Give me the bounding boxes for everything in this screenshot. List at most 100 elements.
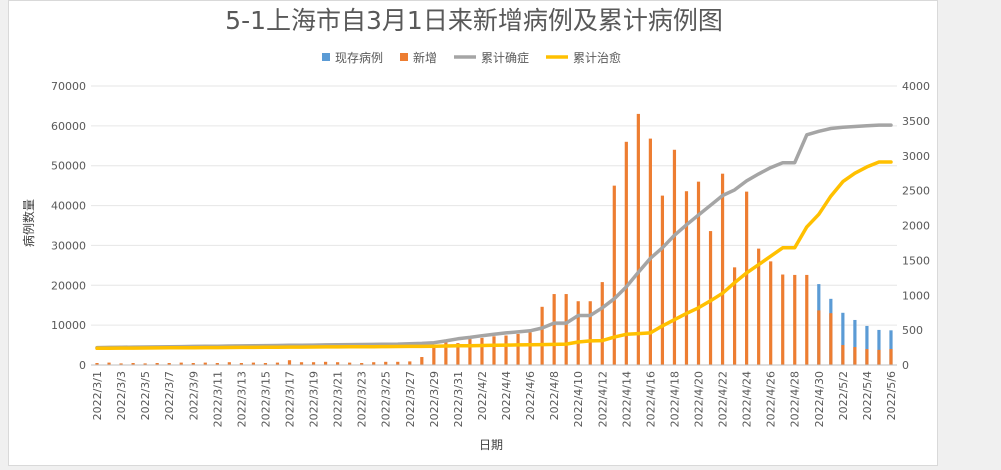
x-tick-label: 2022/3/13 <box>235 371 248 427</box>
x-tick-label: 2022/3/27 <box>404 371 417 427</box>
x-tick-label: 2022/3/9 <box>187 371 200 420</box>
bar-new <box>564 294 568 365</box>
legend-item: 累计确症 <box>454 50 529 65</box>
x-tick-label: 2022/3/7 <box>163 371 176 420</box>
legend-swatch <box>322 53 330 61</box>
y-tick-label: 70000 <box>51 80 86 93</box>
bar-new <box>348 362 352 365</box>
x-tick-label: 2022/3/25 <box>380 371 393 427</box>
bar-new <box>817 310 821 365</box>
bar-new <box>624 141 628 365</box>
bar-new <box>396 361 400 365</box>
x-tick-label: 2022/5/4 <box>861 371 874 420</box>
chart-frame: 5-1上海市自3月1日来新增病例及累计病例图 现存病例 新增 累计确症 累计治愈 0 1… <box>8 0 938 466</box>
x-tick-label: 2022/4/2 <box>476 371 489 420</box>
x-tick-label: 2022/3/19 <box>308 371 321 427</box>
bar-new <box>889 349 893 365</box>
x-tick-label: 2022/4/24 <box>741 371 754 427</box>
y2-tick-label: 0 <box>902 359 909 372</box>
y2-tick-label: 2000 <box>902 220 930 233</box>
bar-new <box>504 335 508 365</box>
bar-new <box>745 191 749 365</box>
bar-new <box>107 362 111 365</box>
bar-new <box>853 347 857 365</box>
bar-new <box>805 274 809 365</box>
x-tick-label: 2022/3/29 <box>428 371 441 427</box>
x-tick-label: 2022/3/5 <box>139 371 152 420</box>
bar-new <box>684 191 689 365</box>
bar-new <box>769 261 773 365</box>
bar-new <box>636 113 640 366</box>
bar-new <box>119 363 123 365</box>
x-tick-label: 2022/4/26 <box>765 371 778 427</box>
bar-new <box>239 363 243 365</box>
x-tick-label: 2022/3/1 <box>91 371 104 420</box>
bar-new <box>672 149 677 365</box>
y2-tick-label: 2500 <box>902 185 930 198</box>
legend-item: 现存病例 <box>322 50 383 65</box>
bar-new <box>372 362 376 365</box>
bar-new <box>323 361 328 365</box>
x-tick-label: 2022/4/20 <box>693 371 706 427</box>
bar-existing <box>889 330 893 365</box>
y-tick-label: 30000 <box>51 239 86 252</box>
bar-new <box>191 363 195 365</box>
bar-new <box>865 349 869 365</box>
x-tick-label: 2022/4/16 <box>644 371 657 427</box>
x-tick-label: 2022/3/15 <box>259 371 272 427</box>
legend-item: 累计治愈 <box>546 50 621 65</box>
bar-new <box>612 185 616 365</box>
y2-tick-label: 1000 <box>902 289 930 302</box>
bar-new <box>732 267 737 365</box>
bar-new <box>793 274 797 365</box>
bar-new <box>516 333 520 365</box>
bar-new <box>576 301 580 365</box>
bar-new <box>275 362 280 365</box>
bars <box>95 113 893 366</box>
bar-existing <box>865 325 869 365</box>
bar-new <box>456 343 460 365</box>
bar-new <box>696 181 701 365</box>
y2-tick-label: 4000 <box>902 80 930 93</box>
bar-new <box>829 313 833 365</box>
y-tick-label: 10000 <box>51 319 86 332</box>
bar-new <box>552 294 556 365</box>
legend-item: 新增 <box>400 50 437 65</box>
bar-new <box>131 363 135 365</box>
y2-tick-label: 1500 <box>902 254 930 267</box>
x-tick-label: 2022/3/21 <box>332 371 345 427</box>
bar-new <box>444 341 448 365</box>
bar-new <box>480 337 484 365</box>
bar-existing <box>853 319 857 365</box>
x-tick-label: 2022/4/4 <box>500 371 513 420</box>
x-tick-label: 2022/4/18 <box>668 371 681 427</box>
x-tick-label: 2022/4/28 <box>789 371 802 427</box>
legend-swatch <box>400 53 408 61</box>
legend-label: 累计治愈 <box>573 50 621 65</box>
bar-new <box>600 282 604 365</box>
bar-existing <box>841 312 845 365</box>
x-tick-label: 2022/4/30 <box>813 371 826 427</box>
legend-label: 新增 <box>413 50 437 65</box>
bar-new <box>540 306 544 365</box>
bar-new <box>155 363 159 365</box>
legend-label: 现存病例 <box>335 50 383 65</box>
y2-tick-label: 3500 <box>902 115 930 128</box>
bar-new <box>432 347 436 365</box>
bar-new <box>708 231 713 365</box>
bar-new <box>384 361 388 365</box>
bar-new <box>311 362 316 365</box>
bar-new <box>408 361 412 365</box>
bar-new <box>528 332 532 365</box>
y-axis-left: 0 10000 20000 30000 40000 50000 60000 70000 <box>51 80 86 372</box>
bar-new <box>287 360 292 365</box>
bar-new <box>588 301 592 365</box>
bar-new <box>841 345 845 365</box>
y-tick-label: 60000 <box>51 120 86 133</box>
bar-new <box>492 336 496 365</box>
x-tick-label: 2022/3/11 <box>211 371 224 427</box>
x-tick-label: 2022/3/23 <box>356 371 369 427</box>
x-tick-label: 2022/4/8 <box>548 371 561 420</box>
chart-title: 5-1上海市自3月1日来新增病例及累计病例图 <box>225 6 723 35</box>
line-cumulative-cured <box>95 160 893 351</box>
